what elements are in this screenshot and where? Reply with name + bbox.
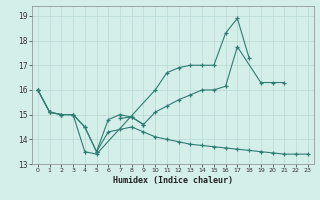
X-axis label: Humidex (Indice chaleur): Humidex (Indice chaleur)	[113, 176, 233, 185]
